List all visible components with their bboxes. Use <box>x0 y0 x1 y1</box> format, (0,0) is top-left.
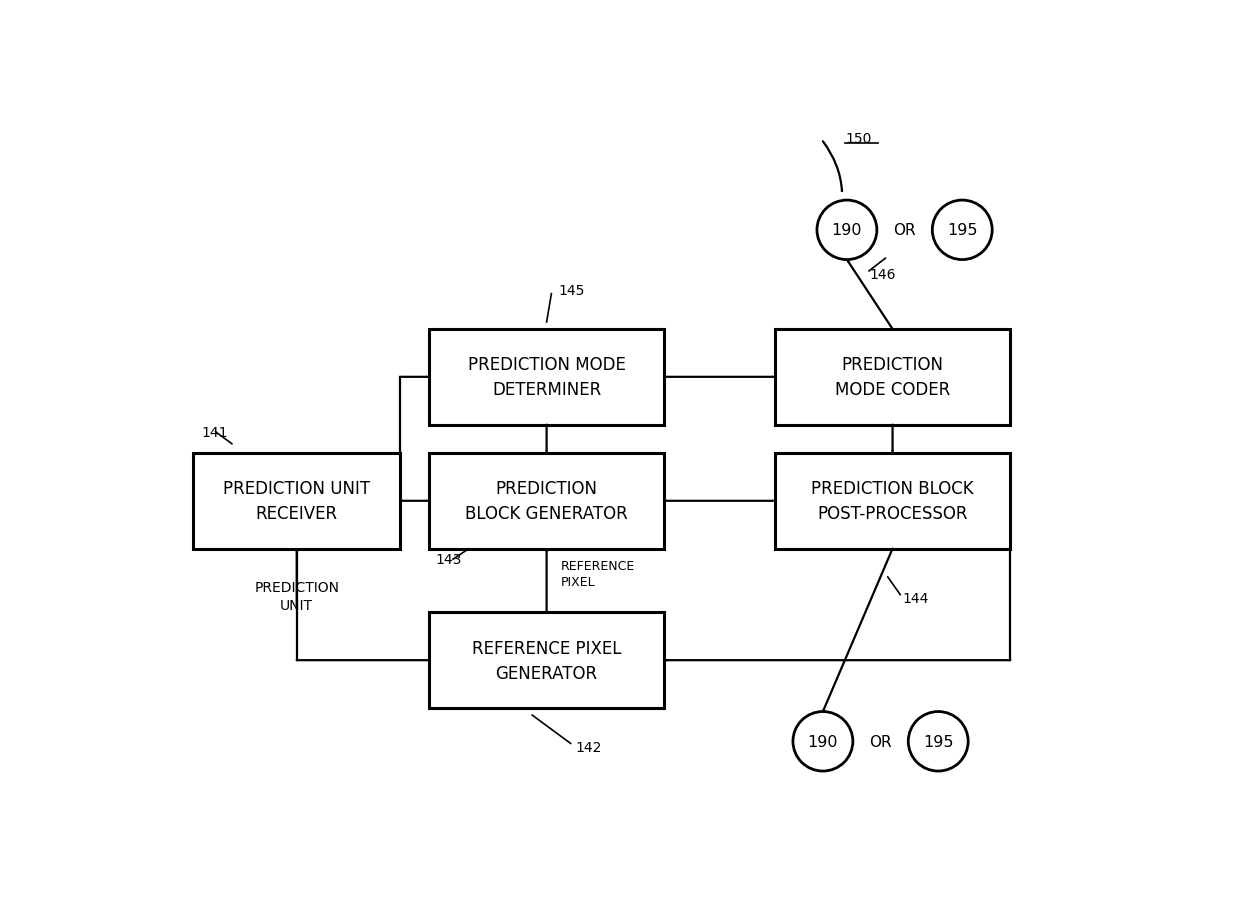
Text: REFERENCE PIXEL
GENERATOR: REFERENCE PIXEL GENERATOR <box>472 639 621 682</box>
Text: 190: 190 <box>832 223 862 238</box>
Text: PREDICTION
UNIT: PREDICTION UNIT <box>254 581 340 612</box>
Text: 146: 146 <box>869 267 895 281</box>
Text: OR: OR <box>893 223 916 238</box>
Text: 145: 145 <box>558 284 584 298</box>
FancyBboxPatch shape <box>429 453 665 549</box>
Text: PREDICTION BLOCK
POST-PROCESSOR: PREDICTION BLOCK POST-PROCESSOR <box>811 480 973 523</box>
Text: 142: 142 <box>575 740 601 754</box>
Ellipse shape <box>792 711 853 771</box>
Text: 195: 195 <box>923 734 954 749</box>
Text: PREDICTION
BLOCK GENERATOR: PREDICTION BLOCK GENERATOR <box>465 480 627 523</box>
FancyBboxPatch shape <box>193 453 401 549</box>
Text: 190: 190 <box>807 734 838 749</box>
Text: 141: 141 <box>201 425 228 439</box>
Text: 144: 144 <box>903 592 929 606</box>
Text: PREDICTION
MODE CODER: PREDICTION MODE CODER <box>835 356 950 399</box>
Text: 195: 195 <box>947 223 977 238</box>
FancyBboxPatch shape <box>775 453 1011 549</box>
FancyBboxPatch shape <box>429 613 665 709</box>
Text: OR: OR <box>869 734 892 749</box>
Text: PREDICTION MODE
DETERMINER: PREDICTION MODE DETERMINER <box>467 356 625 399</box>
Ellipse shape <box>932 201 992 260</box>
Ellipse shape <box>817 201 877 260</box>
Text: 143: 143 <box>435 552 463 567</box>
Text: PREDICTION UNIT
RECEIVER: PREDICTION UNIT RECEIVER <box>223 480 371 523</box>
Ellipse shape <box>908 711 968 771</box>
Text: 150: 150 <box>844 131 872 145</box>
Text: REFERENCE
PIXEL: REFERENCE PIXEL <box>560 560 635 588</box>
FancyBboxPatch shape <box>429 330 665 425</box>
FancyBboxPatch shape <box>775 330 1011 425</box>
